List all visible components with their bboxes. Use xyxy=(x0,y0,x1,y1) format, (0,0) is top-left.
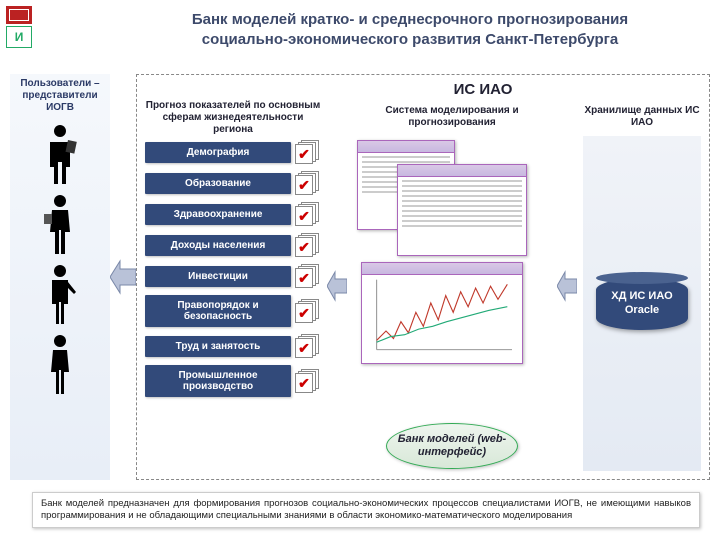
person-icon xyxy=(40,332,80,394)
emblem-spb-icon xyxy=(6,6,32,24)
forecast-item-row: Образование✔ xyxy=(145,171,321,195)
bank-models-label: Банк моделей (web-интерфейс) xyxy=(387,433,517,458)
forecast-column: Прогноз показателей по основным сферам ж… xyxy=(145,100,321,471)
forecast-pill: Промышленное производство xyxy=(145,365,291,397)
forecast-pill: Доходы населения xyxy=(145,235,291,256)
person-icon xyxy=(40,192,80,254)
person-icon xyxy=(40,262,80,324)
storage-header: Хранилище данных ИС ИАО xyxy=(583,100,701,134)
users-column: Пользователи – представители ИОГВ xyxy=(10,74,110,480)
checklist-icon: ✔ xyxy=(295,140,321,164)
checklist-icon: ✔ xyxy=(295,369,321,393)
system-box: ИС ИАО Прогноз показателей по основным с… xyxy=(136,74,710,480)
system-columns: Прогноз показателей по основным сферам ж… xyxy=(145,100,701,471)
forecast-item-row: Промышленное производство✔ xyxy=(145,365,321,397)
database-label: ХД ИС ИАО Oracle xyxy=(596,290,688,316)
diagram-main: Пользователи – представители ИОГВ ИС ИАО… xyxy=(10,74,710,480)
checklist-icon: ✔ xyxy=(295,299,321,323)
users-label: Пользователи – представители ИОГВ xyxy=(12,78,108,114)
forecast-item-row: Труд и занятость✔ xyxy=(145,334,321,358)
checklist-icon: ✔ xyxy=(295,171,321,195)
modeling-column: Система моделирования и прогнозирования xyxy=(353,100,551,471)
checklist-icon: ✔ xyxy=(295,233,321,257)
forecast-pill: Правопорядок и безопасность xyxy=(145,295,291,327)
forecast-pill: Инвестиции xyxy=(145,266,291,287)
arrow-system-to-users xyxy=(110,74,136,480)
forecast-item-row: Здравоохранение✔ xyxy=(145,202,321,226)
forecast-pill: Образование xyxy=(145,173,291,194)
forecast-item-row: Доходы населения✔ xyxy=(145,233,321,257)
storage-column: Хранилище данных ИС ИАО ХД ИС ИАО Oracle xyxy=(583,100,701,471)
screenshot-thumb xyxy=(397,164,527,256)
arrow-storage-to-modeling xyxy=(557,100,577,471)
forecast-item-row: Правопорядок и безопасность✔ xyxy=(145,295,321,327)
forecast-header: Прогноз показателей по основным сферам ж… xyxy=(145,100,321,136)
title-line-1: Банк моделей кратко- и среднесрочного пр… xyxy=(192,11,628,28)
person-icon xyxy=(40,122,80,184)
screenshot-thumb xyxy=(361,262,523,364)
forecast-pill: Труд и занятость xyxy=(145,336,291,357)
bank-models-oval: Банк моделей (web-интерфейс) xyxy=(386,423,518,469)
database-icon: ХД ИС ИАО Oracle xyxy=(596,278,688,330)
title-line-2: социально-экономического развития Санкт-… xyxy=(202,31,618,48)
checklist-icon: ✔ xyxy=(295,202,321,226)
storage-area: ХД ИС ИАО Oracle xyxy=(583,136,701,471)
forecast-list: Демография✔Образование✔Здравоохранение✔Д… xyxy=(145,140,321,397)
forecast-item-row: Инвестиции✔ xyxy=(145,264,321,288)
system-title: ИС ИАО xyxy=(265,81,701,98)
page-title: Банк моделей кратко- и среднесрочного пр… xyxy=(120,10,700,51)
footer-note: Банк моделей предназначен для формирован… xyxy=(32,492,700,528)
arrow-modeling-to-forecast xyxy=(327,100,347,471)
checklist-icon: ✔ xyxy=(295,264,321,288)
forecast-pill: Здравоохранение xyxy=(145,204,291,225)
forecast-item-row: Демография✔ xyxy=(145,140,321,164)
modeling-header: Система моделирования и прогнозирования xyxy=(353,100,551,134)
checklist-icon: ✔ xyxy=(295,334,321,358)
chart-icon xyxy=(366,275,518,359)
forecast-pill: Демография xyxy=(145,142,291,163)
logo-block: И xyxy=(6,6,36,48)
modeling-area: Банк моделей (web-интерфейс) xyxy=(353,134,551,471)
iao-logo-icon: И xyxy=(6,26,32,48)
